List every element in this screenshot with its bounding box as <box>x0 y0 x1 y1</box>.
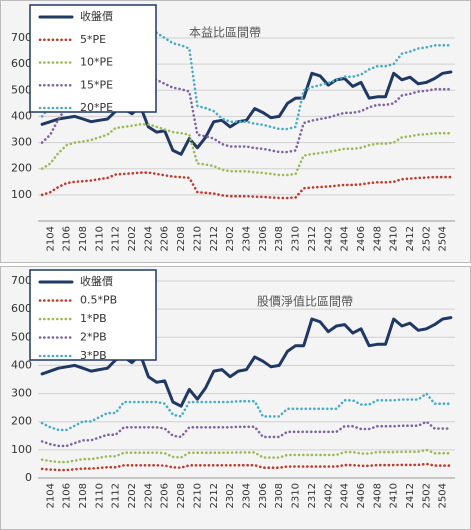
x-tick-label: 2406 <box>356 226 367 251</box>
series-line <box>40 448 453 464</box>
y-tick-label: 600 <box>11 57 32 70</box>
series-line <box>40 26 453 131</box>
x-tick-label: 2204 <box>143 483 154 508</box>
series-line <box>40 123 453 177</box>
x-tick-label: 2104 <box>45 226 56 251</box>
y-tick-label: 500 <box>11 330 32 343</box>
x-tick-label: 2108 <box>78 483 89 508</box>
x-tick-label: 2204 <box>143 226 154 251</box>
x-tick-label: 2212 <box>209 226 220 251</box>
legend-label: 1*PB <box>80 312 107 325</box>
y-tick-label: 700 <box>11 274 32 287</box>
x-tick-label: 2404 <box>340 483 351 508</box>
x-tick-label: 2306 <box>258 226 269 251</box>
series-line <box>40 316 453 408</box>
x-tick-label: 2408 <box>372 483 383 508</box>
x-tick-label: 2308 <box>274 226 285 251</box>
x-tick-label: 2302 <box>225 483 236 508</box>
x-tick-label: 2208 <box>176 483 187 508</box>
legend-box <box>29 4 157 113</box>
x-tick-label: 2504 <box>438 226 449 251</box>
x-tick-label: 2404 <box>340 226 351 251</box>
legend-label: 5*PE <box>80 33 106 46</box>
y-tick-label: 200 <box>11 162 32 175</box>
x-tick-label: 2410 <box>389 226 400 251</box>
y-tick-label: 500 <box>11 83 32 96</box>
x-tick-label: 2110 <box>94 226 105 251</box>
series-line <box>40 420 453 448</box>
x-tick-label: 2210 <box>192 226 203 251</box>
y-tick-label: 0 <box>25 471 32 484</box>
x-tick-label: 2112 <box>111 226 122 251</box>
x-tick-label: 2206 <box>160 226 171 251</box>
x-tick-label: 2402 <box>323 226 334 251</box>
legend-label: 2*PB <box>80 331 107 344</box>
y-tick-label: 100 <box>11 188 32 201</box>
series-line <box>40 171 453 200</box>
x-tick-label: 2410 <box>389 483 400 508</box>
x-tick-label: 2202 <box>127 226 138 251</box>
series-line <box>40 70 453 156</box>
x-tick-label: 2412 <box>405 226 416 251</box>
y-tick-label: 300 <box>11 387 32 400</box>
y-tick-label: 400 <box>11 358 32 371</box>
x-tick-label: 2106 <box>62 226 73 251</box>
x-tick-label: 2304 <box>242 226 253 251</box>
chart-title: 股價淨值比區間帶 <box>257 294 353 309</box>
x-tick-label: 2212 <box>209 483 220 508</box>
x-tick-label: 2502 <box>421 226 432 251</box>
legend-label: 收盤價 <box>80 9 113 23</box>
legend-label: 15*PE <box>80 78 113 91</box>
legend-label: 3*PB <box>80 349 107 362</box>
x-tick-label: 2108 <box>78 226 89 251</box>
y-tick-label: 600 <box>11 302 32 315</box>
x-tick-label: 2106 <box>62 483 73 508</box>
x-tick-label: 2302 <box>225 226 236 251</box>
x-tick-label: 2310 <box>291 226 302 251</box>
x-tick-label: 2310 <box>291 483 302 508</box>
x-tick-label: 2408 <box>372 226 383 251</box>
series-line <box>40 392 453 432</box>
y-tick-label: 700 <box>11 31 32 44</box>
x-tick-label: 2502 <box>421 483 432 508</box>
x-tick-label: 2110 <box>94 483 105 508</box>
legend-label: 收盤價 <box>80 274 113 288</box>
legend-label: 20*PE <box>80 101 113 114</box>
series-line <box>40 74 453 154</box>
y-tick-label: 400 <box>11 109 32 122</box>
series-line <box>40 462 453 472</box>
y-tick-label: 100 <box>11 443 32 456</box>
x-tick-label: 2306 <box>258 483 269 508</box>
legend-label: 0.5*PB <box>80 294 117 307</box>
chart-title: 本益比區間帶 <box>189 26 261 40</box>
x-tick-label: 2402 <box>323 483 334 508</box>
x-tick-label: 2504 <box>438 483 449 508</box>
y-tick-label: 200 <box>11 415 32 428</box>
x-tick-label: 2312 <box>307 483 318 508</box>
x-tick-label: 2406 <box>356 483 367 508</box>
x-tick-label: 2304 <box>242 483 253 508</box>
x-tick-label: 2104 <box>45 483 56 508</box>
x-tick-label: 2412 <box>405 483 416 508</box>
x-tick-label: 2112 <box>111 483 122 508</box>
x-tick-label: 2312 <box>307 226 318 251</box>
x-tick-label: 2308 <box>274 483 285 508</box>
x-tick-label: 2206 <box>160 483 171 508</box>
y-tick-label: 300 <box>11 136 32 149</box>
legend-box <box>29 269 157 361</box>
x-tick-label: 2202 <box>127 483 138 508</box>
x-tick-label: 2208 <box>176 226 187 251</box>
legend-label: 10*PE <box>80 56 113 69</box>
x-tick-label: 2210 <box>192 483 203 508</box>
